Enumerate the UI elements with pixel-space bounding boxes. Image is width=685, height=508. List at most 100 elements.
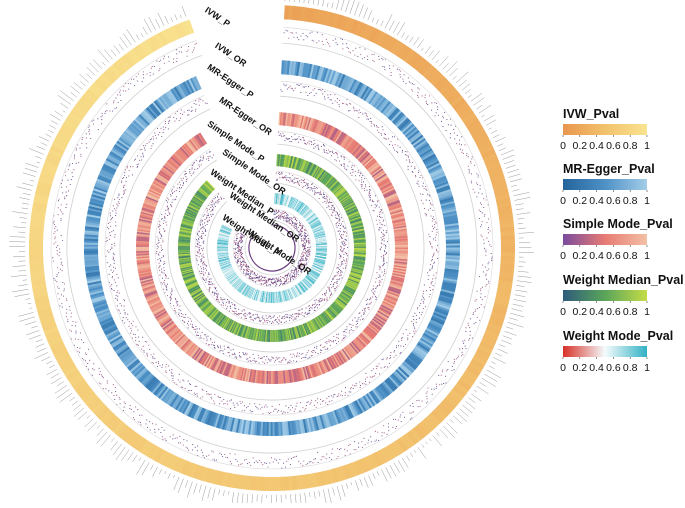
heat-cell: [92, 298, 107, 306]
or-dot: [462, 340, 464, 342]
or-dot: [302, 186, 304, 189]
heat-cell: [336, 189, 347, 199]
heat-cell: [209, 357, 217, 370]
or-dot: [131, 337, 133, 339]
heat-cell: [314, 258, 326, 262]
heat-cell: [306, 321, 313, 334]
heat-cell: [288, 327, 293, 340]
or-dot: [109, 232, 111, 234]
or-dot: [280, 134, 282, 136]
heat-cell: [276, 193, 279, 205]
or-dot: [207, 213, 209, 215]
heat-cell: [376, 311, 389, 320]
heat-cell: [331, 13, 340, 29]
or-dot: [386, 358, 388, 360]
or-dot: [112, 384, 114, 386]
heat-cell: [240, 325, 246, 338]
or-dot: [214, 197, 217, 199]
heat-cell: [46, 152, 62, 163]
heat-cell: [312, 363, 319, 377]
or-dot: [249, 360, 251, 362]
or-dot: [174, 191, 176, 193]
or-dot: [182, 314, 184, 316]
heatmap-cells: [178, 154, 366, 342]
or-dot: [352, 169, 354, 171]
heat-cell: [202, 302, 212, 312]
heat-cell: [401, 362, 414, 374]
or-dot: [191, 106, 193, 108]
or-dot: [406, 159, 408, 161]
heat-cell: [283, 5, 290, 20]
heat-cell: [468, 122, 483, 135]
or-dot: [364, 178, 366, 180]
heat-cell: [284, 155, 288, 168]
heat-cell: [304, 161, 310, 173]
heat-cell: [180, 224, 193, 229]
or-dot: [264, 321, 266, 323]
or-dot: [411, 89, 413, 91]
heat-cell: [291, 327, 296, 340]
or-dot: [172, 375, 174, 377]
heat-cell: [151, 304, 164, 313]
or-dot: [325, 152, 327, 154]
or-dot: [125, 317, 127, 319]
or-dot: [372, 209, 374, 211]
heat-cell: [193, 348, 203, 361]
heat-cell: [131, 121, 144, 133]
heat-cell: [204, 181, 214, 191]
heat-cell: [326, 357, 334, 371]
or-dot: [295, 356, 298, 358]
or-dot: [339, 233, 341, 235]
or-dot: [195, 103, 197, 105]
heat-cell: [392, 221, 406, 226]
or-dot: [142, 345, 144, 347]
or-dot: [294, 87, 296, 89]
heat-cell: [353, 255, 366, 259]
or-dot: [476, 173, 478, 175]
or-dot: [205, 281, 207, 283]
heat-cell: [43, 160, 59, 170]
heat-cell: [314, 260, 325, 264]
heat-cell: [163, 93, 174, 106]
heat-cell: [315, 244, 327, 247]
heat-cell: [176, 149, 187, 161]
or-dot: [361, 176, 363, 179]
or-dot: [377, 439, 380, 441]
or-dot: [431, 393, 433, 395]
heat-cell: [353, 256, 366, 260]
or-dot: [319, 192, 322, 194]
or-dot: [195, 160, 197, 162]
or-dot: [200, 159, 202, 161]
heat-cell: [146, 296, 160, 304]
or-dot: [167, 365, 169, 367]
or-dot: [128, 321, 130, 323]
heat-cell: [470, 359, 485, 371]
or-dot: [291, 180, 293, 182]
heat-cell: [55, 351, 70, 363]
heat-cell: [289, 113, 293, 127]
or-dot: [384, 271, 386, 273]
heat-cell: [181, 271, 194, 276]
or-dot: [60, 218, 62, 220]
or-dot: [290, 315, 292, 317]
heat-cell: [288, 369, 292, 383]
or-dot: [163, 429, 165, 431]
or-dot: [116, 305, 118, 307]
or-dot: [411, 320, 413, 322]
or-dot: [304, 139, 306, 141]
or-dot: [383, 366, 385, 369]
or-dot: [475, 299, 477, 301]
or-dot: [442, 382, 445, 385]
heat-cell: [315, 362, 322, 376]
heat-cell: [125, 51, 138, 66]
heat-cell: [139, 215, 153, 221]
heat-cell: [149, 187, 162, 196]
heat-cell: [387, 202, 401, 209]
or-dot: [414, 328, 416, 330]
or-dot: [347, 110, 349, 112]
heat-cell: [311, 223, 322, 229]
heat-cell: [315, 255, 327, 259]
heat-cell: [179, 232, 192, 236]
or-dot: [377, 201, 379, 203]
heat-cell: [354, 400, 363, 414]
